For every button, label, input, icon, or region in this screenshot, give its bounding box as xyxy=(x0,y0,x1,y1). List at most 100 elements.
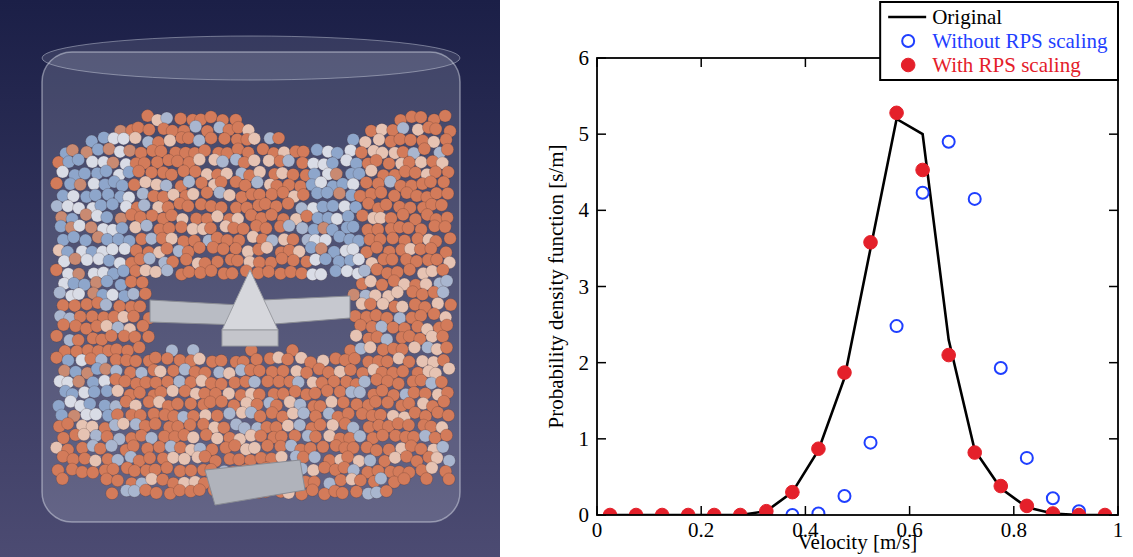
particle xyxy=(180,253,192,265)
x-tick-label: 0 xyxy=(592,518,603,542)
plot-frame xyxy=(597,58,1118,515)
particle xyxy=(301,210,313,222)
y-tick-label: 3 xyxy=(579,275,590,299)
particle xyxy=(386,253,398,265)
y-tick-right xyxy=(1109,286,1118,288)
particle xyxy=(439,110,451,122)
particle xyxy=(101,211,113,223)
series-point xyxy=(917,187,929,199)
particle xyxy=(408,341,420,353)
particle xyxy=(133,165,145,177)
particle xyxy=(321,187,333,199)
particle xyxy=(174,484,186,496)
y-tick-label: 2 xyxy=(579,351,590,375)
particle xyxy=(128,485,140,497)
particle xyxy=(211,210,223,222)
particle xyxy=(435,199,447,211)
particle xyxy=(73,375,85,387)
series-point xyxy=(942,348,956,362)
particle xyxy=(325,396,337,408)
particle xyxy=(125,276,137,288)
particle xyxy=(336,487,348,499)
particle xyxy=(189,120,201,132)
particle xyxy=(57,319,69,331)
particle xyxy=(441,143,453,155)
particle xyxy=(193,353,205,365)
x-tick-top xyxy=(805,58,807,67)
particle xyxy=(389,452,401,464)
y-tick-label: 4 xyxy=(579,198,590,222)
series-point xyxy=(733,508,747,515)
particle xyxy=(437,441,449,453)
particle xyxy=(248,376,260,388)
particle xyxy=(354,430,366,442)
y-tick-right xyxy=(1109,438,1118,440)
particle xyxy=(50,177,62,189)
particle xyxy=(259,198,271,210)
particle xyxy=(182,200,194,212)
particle xyxy=(139,176,151,188)
particle xyxy=(215,395,227,407)
particle xyxy=(315,268,327,280)
particle xyxy=(298,407,310,419)
x-tick-label: 0.2 xyxy=(688,518,714,542)
particle xyxy=(381,355,393,367)
particle xyxy=(309,431,321,443)
y-tick-label: 5 xyxy=(579,122,590,146)
particle xyxy=(124,145,136,157)
particle xyxy=(161,242,173,254)
series-point xyxy=(995,362,1007,374)
particle xyxy=(87,466,99,478)
particle xyxy=(425,242,437,254)
particle xyxy=(418,143,430,155)
particle xyxy=(194,267,206,279)
particle xyxy=(350,330,362,342)
legend: OriginalWithout RPS scalingWith RPS scal… xyxy=(880,2,1118,80)
particle xyxy=(311,144,323,156)
particle xyxy=(426,462,438,474)
series-point xyxy=(916,163,930,177)
particle xyxy=(69,253,81,265)
x-tick-top xyxy=(700,58,702,67)
particle xyxy=(178,453,190,465)
series-point xyxy=(968,446,982,460)
particle xyxy=(223,189,235,201)
particle xyxy=(428,308,440,320)
particle xyxy=(127,440,139,452)
particle xyxy=(62,200,74,212)
particle xyxy=(387,321,399,333)
particle xyxy=(193,153,205,165)
particle xyxy=(297,145,309,157)
particle xyxy=(341,265,353,277)
particle xyxy=(143,123,155,135)
particle xyxy=(103,254,115,266)
particle xyxy=(441,275,453,287)
particle xyxy=(337,396,349,408)
series-point xyxy=(1020,499,1034,513)
particle xyxy=(287,254,299,266)
y-tick xyxy=(597,438,606,440)
particle xyxy=(223,407,235,419)
particle xyxy=(138,199,150,211)
particle xyxy=(398,473,410,485)
particle xyxy=(171,398,183,410)
particle xyxy=(377,298,389,310)
particle xyxy=(78,428,90,440)
particle xyxy=(72,154,84,166)
particle xyxy=(230,242,242,254)
x-tick-label: 1 xyxy=(1113,518,1124,542)
particle xyxy=(376,384,388,396)
series-point xyxy=(1072,508,1086,515)
particles xyxy=(50,110,457,501)
particle xyxy=(251,176,263,188)
particle xyxy=(354,474,366,486)
particle xyxy=(73,288,85,300)
particle xyxy=(438,176,450,188)
particle xyxy=(296,222,308,234)
particle xyxy=(79,452,91,464)
particle xyxy=(287,233,299,245)
y-tick-label: 0 xyxy=(579,503,590,527)
particle xyxy=(364,298,376,310)
series-point xyxy=(1046,507,1060,515)
particle xyxy=(282,353,294,365)
